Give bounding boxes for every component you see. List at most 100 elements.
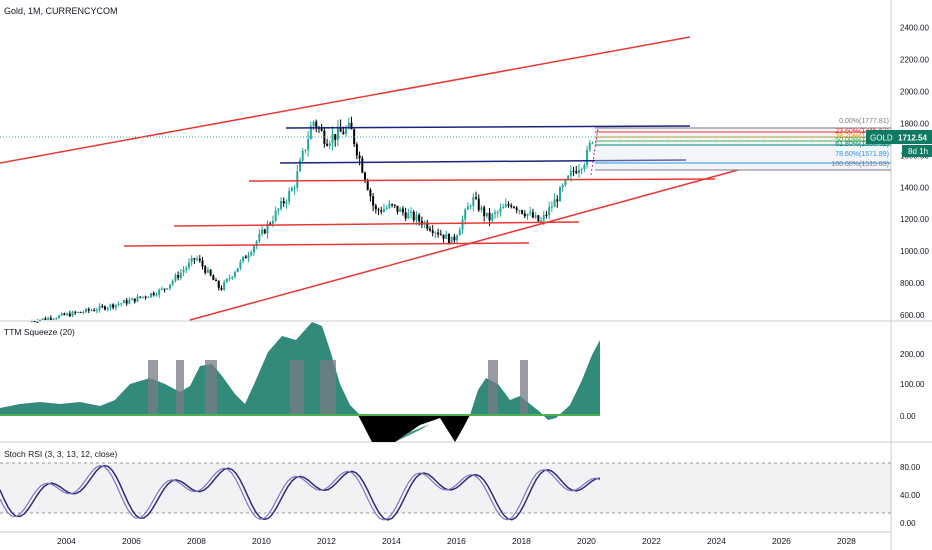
squeeze-negative-area xyxy=(358,415,470,442)
candle-body xyxy=(190,258,193,263)
resistance-line-blue-upper[interactable] xyxy=(285,125,691,129)
candle-body xyxy=(258,234,261,242)
candle-body xyxy=(179,272,182,278)
channel-lower-trendline[interactable] xyxy=(189,169,739,321)
candle-body xyxy=(120,303,123,305)
candle-body xyxy=(144,296,147,298)
resistance-line-blue-lower[interactable] xyxy=(279,159,687,164)
candle-body xyxy=(350,122,353,130)
candle-body xyxy=(586,149,589,165)
candle-body xyxy=(52,318,55,320)
channel-upper-trendline[interactable] xyxy=(0,36,691,164)
price-pane[interactable]: 0.00%(1777.81) 23.60%(1745.67)38.20%(1721… xyxy=(0,6,891,323)
fib-retracement[interactable]: 0.00%(1777.81) 23.60%(1745.67)38.20%(1721… xyxy=(590,118,891,176)
candle-body xyxy=(380,210,383,212)
candle-body xyxy=(488,212,491,221)
candle-body xyxy=(393,204,396,206)
candle-body xyxy=(450,236,453,244)
candle-body xyxy=(366,180,369,190)
stoch-axis[interactable]: 80.00 40.00 0.00 xyxy=(900,463,921,528)
candle-body xyxy=(117,303,120,305)
candle-body xyxy=(320,128,323,131)
time-axis-label: 2026 xyxy=(772,536,791,546)
candle-body xyxy=(345,128,348,135)
candle-body xyxy=(477,198,480,211)
candle-body xyxy=(342,131,345,135)
support-line-1180[interactable] xyxy=(173,221,580,227)
candle-body xyxy=(41,318,44,320)
candle-body xyxy=(271,220,274,224)
candle-body xyxy=(540,220,543,222)
candle-body xyxy=(334,134,337,140)
fib-labels: 0.00%(1777.81) 23.60%(1745.67)38.20%(1721… xyxy=(831,118,889,168)
time-axis[interactable]: 2004 2006 2008 2010 2012 2014 2016 2018 2020 2022… xyxy=(57,536,856,546)
candle-body xyxy=(472,197,475,206)
squeeze-pane[interactable]: TTM Squeeze (20) 200.00 100.00 0.00 xyxy=(0,322,925,442)
candle-body xyxy=(293,187,296,189)
candle-body xyxy=(76,311,79,313)
candle-body xyxy=(177,275,180,278)
squeeze-axis[interactable]: 200.00 100.00 0.00 xyxy=(900,350,925,421)
candle-body xyxy=(442,234,445,239)
candle-body xyxy=(252,246,255,253)
candle-body xyxy=(466,206,469,210)
candle-body xyxy=(339,127,342,132)
price-badge-bg xyxy=(866,130,932,144)
candle-body xyxy=(201,260,204,267)
candle-body xyxy=(564,179,567,186)
candle-body xyxy=(431,230,434,233)
candle-body xyxy=(496,212,499,214)
candle-body xyxy=(355,144,358,156)
candle-body xyxy=(166,288,169,290)
candle-body xyxy=(209,269,212,276)
candle-body xyxy=(388,204,391,208)
candle-body xyxy=(572,170,575,172)
candle-body xyxy=(174,275,177,281)
candle-body xyxy=(244,256,247,259)
candle-body xyxy=(434,232,437,234)
candle-body xyxy=(569,170,572,176)
candle-body xyxy=(534,215,537,218)
resistance-line-1440[interactable] xyxy=(248,178,716,182)
stoch-k-line xyxy=(0,464,601,521)
candle-body xyxy=(274,210,277,221)
stoch-pane[interactable]: Stoch RSI (3, 3, 13, 12, close) 80.00 40.… xyxy=(0,449,921,528)
candle-body xyxy=(437,232,440,235)
candle-body xyxy=(185,267,188,271)
squeeze-positive-area-2 xyxy=(470,340,600,420)
candle-body xyxy=(152,293,155,296)
candle-body xyxy=(577,170,580,174)
candle-body xyxy=(494,212,496,215)
candle-body xyxy=(125,300,128,304)
candle-body xyxy=(217,280,220,289)
candle-body xyxy=(485,212,488,217)
candle-body xyxy=(526,213,529,217)
candle-body xyxy=(529,212,532,214)
fib-label: 100.00%(1515.83) xyxy=(831,161,889,168)
candle-body xyxy=(57,315,60,319)
price-axis-label: 600.00 xyxy=(900,311,925,320)
support-line-1040[interactable] xyxy=(123,242,530,247)
candle-body xyxy=(502,207,505,209)
fib-label: 0.00%(1777.81) xyxy=(839,118,889,125)
time-axis-label: 2006 xyxy=(122,536,141,546)
price-axis-label: 1000.00 xyxy=(900,247,929,256)
time-axis-label: 2016 xyxy=(447,536,466,546)
candle-body xyxy=(510,205,513,207)
price-axis-label: 2200.00 xyxy=(900,56,929,65)
candle-body xyxy=(456,235,459,241)
squeeze-recovery-area xyxy=(395,418,440,442)
candle-body xyxy=(407,213,410,219)
candle-body xyxy=(290,188,293,192)
candle-body xyxy=(588,142,591,150)
candle-body xyxy=(429,228,431,231)
price-axis-label: 1200.00 xyxy=(900,215,929,224)
candle-body xyxy=(95,310,98,312)
candle-body xyxy=(361,158,364,173)
candle-body xyxy=(236,267,239,273)
candle-body xyxy=(326,143,329,146)
candle-body xyxy=(523,213,526,217)
fib-label: 78.60%(1571.89) xyxy=(835,151,889,158)
